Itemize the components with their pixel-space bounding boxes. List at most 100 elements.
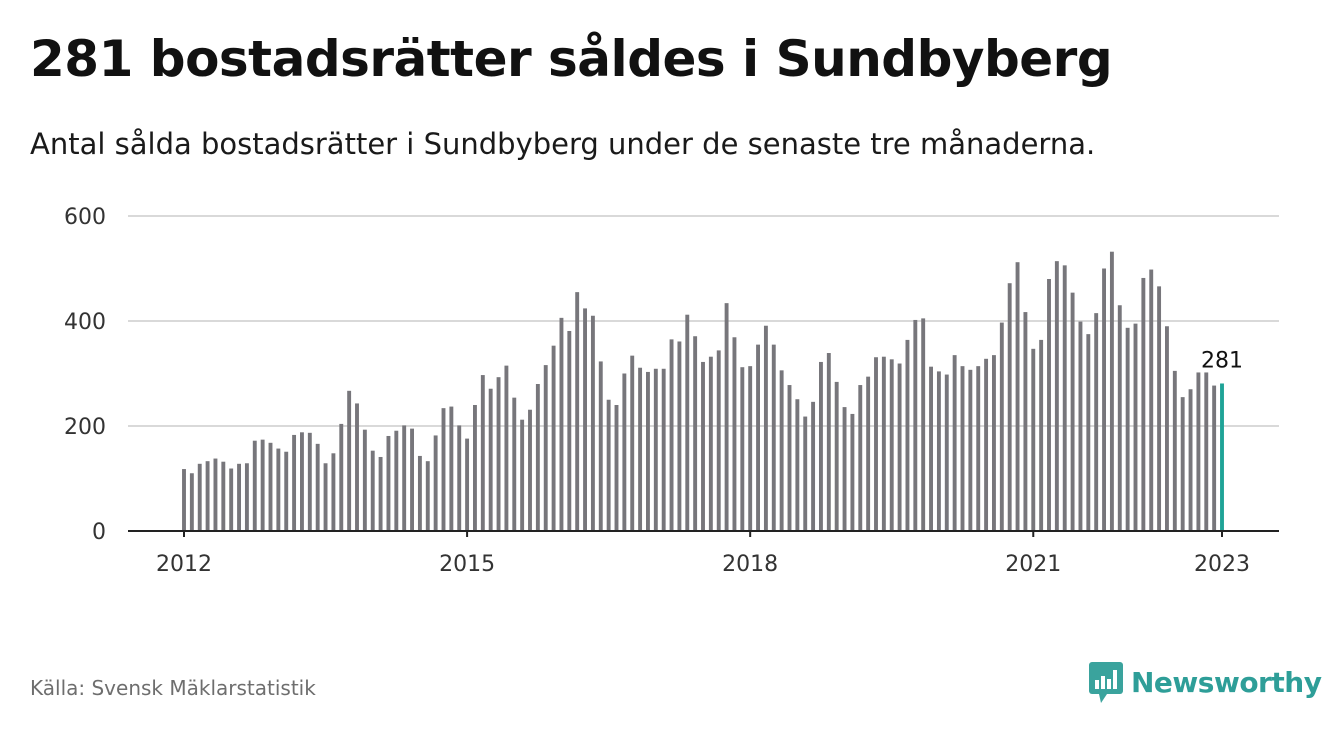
- bar: [590, 315, 595, 531]
- bar: [394, 430, 399, 531]
- bar: [284, 451, 289, 531]
- bar: [874, 357, 878, 531]
- bar: [1047, 279, 1051, 531]
- bar: [229, 468, 234, 531]
- bar: [1007, 283, 1012, 531]
- bar: [331, 453, 336, 531]
- bar: [1149, 269, 1154, 531]
- bar: [307, 432, 312, 531]
- bar: [480, 375, 485, 531]
- chart-title: 281 bostadsrätter såldes i Sundbyberg: [30, 30, 1113, 88]
- bar: [1125, 327, 1130, 531]
- bar: [716, 350, 721, 531]
- bar: [630, 355, 635, 531]
- bar: [685, 314, 690, 531]
- bar: [575, 292, 580, 532]
- bar: [999, 322, 1004, 531]
- y-tick-label-0: 0: [92, 520, 106, 545]
- bar: [1133, 323, 1138, 532]
- bar: [1117, 305, 1122, 531]
- bar: [661, 368, 666, 531]
- bar: [197, 463, 202, 531]
- bar: [260, 439, 265, 531]
- bar: [1196, 372, 1201, 531]
- bar: [889, 359, 894, 531]
- newsworthy-logo[interactable]: Newsworthy: [1089, 660, 1322, 704]
- bar: [701, 361, 705, 531]
- brand-name: Newsworthy: [1131, 665, 1322, 699]
- chart-subtitle: Antal sålda bostadsrätter i Sundbyberg u…: [30, 127, 1096, 161]
- bar: [1109, 251, 1114, 531]
- bar: [386, 435, 391, 531]
- bar: [779, 370, 784, 531]
- bar: [748, 366, 753, 531]
- x-axis-labels: 2012 2015 2018 2021 2023: [156, 531, 1250, 577]
- last-value-label: 281: [1201, 348, 1243, 373]
- bar: [370, 450, 375, 531]
- bar: [606, 399, 611, 531]
- bar: [646, 371, 650, 531]
- bar: [457, 425, 462, 531]
- bar: [708, 356, 713, 531]
- y-tick-label-400: 400: [64, 310, 106, 335]
- bar: [732, 337, 737, 531]
- bar: [763, 325, 768, 531]
- x-tick-label-2015: 2015: [439, 552, 495, 577]
- bar: [315, 443, 320, 531]
- bar: [1157, 286, 1162, 531]
- bar: [944, 374, 949, 531]
- bar: [378, 456, 383, 531]
- bar: [221, 461, 226, 531]
- bar: [677, 341, 682, 531]
- bars: [182, 251, 1224, 532]
- bar: [1172, 370, 1177, 532]
- bar: [1165, 326, 1169, 531]
- bar: [417, 455, 422, 531]
- bar: [362, 429, 367, 531]
- bar: [1094, 313, 1099, 532]
- bar: [756, 344, 760, 532]
- bar: [693, 336, 698, 531]
- bar-latest: [1220, 383, 1224, 531]
- bar: [952, 355, 957, 532]
- bar: [614, 405, 619, 531]
- bar: [968, 369, 973, 531]
- bar: [189, 473, 194, 531]
- bar-chart: 0 200 400 600 2012 2015 2018 2021 2023 281: [64, 205, 1279, 577]
- bar: [795, 399, 800, 531]
- bar: [1188, 389, 1193, 531]
- bar: [535, 384, 540, 531]
- bar: [897, 363, 902, 531]
- bar: [669, 339, 674, 532]
- bar: [205, 461, 210, 531]
- bar: [1204, 372, 1209, 531]
- newsworthy-logo-icon: [1089, 662, 1123, 703]
- source-note: Källa: Svensk Mäklarstatistik: [30, 676, 316, 700]
- bar: [520, 419, 525, 531]
- x-tick-label-2018: 2018: [722, 552, 778, 577]
- bar: [638, 367, 643, 531]
- bar: [1078, 321, 1083, 531]
- bar: [976, 366, 981, 531]
- bar: [992, 355, 996, 532]
- bar: [1054, 261, 1059, 531]
- bar: [583, 308, 587, 531]
- bar: [1015, 262, 1020, 531]
- bar: [881, 356, 886, 531]
- bar: [842, 407, 847, 531]
- bar: [237, 463, 241, 531]
- bar: [488, 388, 493, 531]
- x-tick-label-2021: 2021: [1005, 552, 1061, 577]
- bar: [787, 385, 792, 531]
- bar: [803, 416, 808, 531]
- bar: [1023, 312, 1028, 531]
- bar: [473, 405, 477, 531]
- bar: [819, 361, 823, 531]
- bar: [292, 434, 297, 531]
- bar: [1102, 268, 1106, 531]
- bar: [504, 365, 509, 532]
- bar: [551, 345, 556, 531]
- bar: [1212, 385, 1217, 531]
- bar: [182, 469, 186, 531]
- bar: [496, 377, 501, 531]
